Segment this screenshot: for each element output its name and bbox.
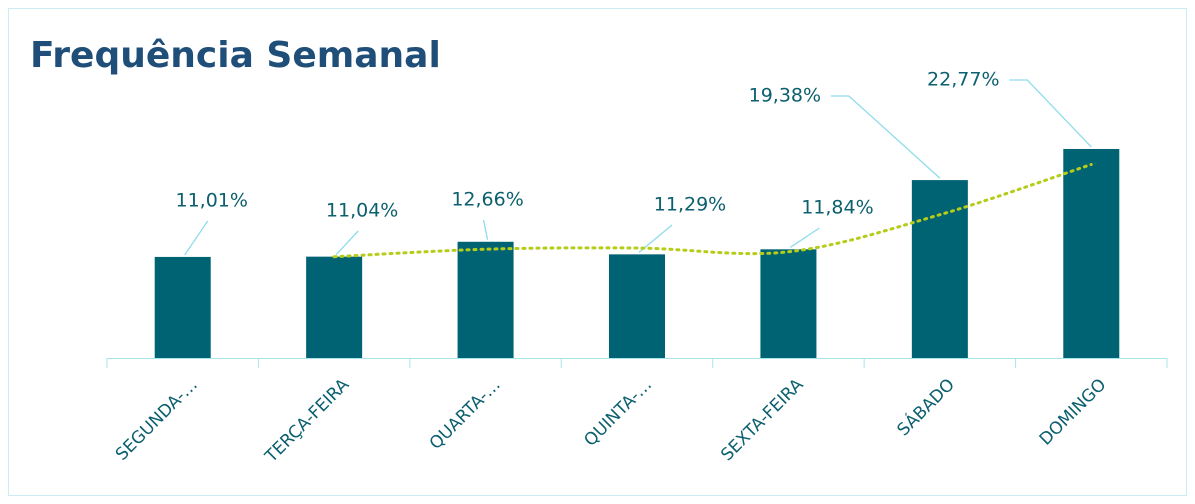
leader-line — [335, 230, 359, 256]
bar — [760, 249, 817, 358]
leader-line — [830, 95, 941, 179]
bar — [154, 256, 211, 358]
chart-title: Frequência Semanal — [30, 35, 441, 76]
data-label: 11,04% — [326, 200, 398, 222]
data-label: 12,66% — [451, 189, 523, 211]
data-label: 11,84% — [801, 197, 873, 219]
bar — [609, 254, 665, 358]
leader-line — [1009, 79, 1092, 148]
leader-line — [184, 220, 209, 256]
leader-line — [482, 219, 489, 240]
chart-frame — [8, 8, 1187, 496]
trendline — [332, 162, 1093, 259]
bar — [306, 256, 363, 358]
leader-line — [790, 227, 820, 248]
data-label: 22,77% — [927, 69, 999, 91]
data-label: 19,38% — [749, 85, 821, 107]
bar — [457, 241, 514, 358]
bar — [1063, 148, 1120, 358]
data-label: 11,01% — [175, 190, 247, 212]
data-label: 11,29% — [654, 194, 726, 216]
bar — [911, 180, 968, 358]
